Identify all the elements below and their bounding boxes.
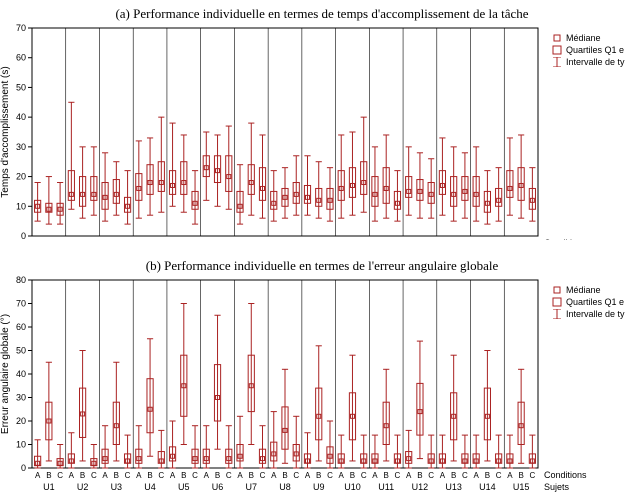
svg-text:A: A	[339, 471, 345, 480]
svg-text:B: B	[114, 471, 119, 480]
svg-text:A: A	[507, 471, 513, 480]
svg-text:B: B	[181, 471, 186, 480]
svg-text:B: B	[282, 471, 287, 480]
svg-text:U3: U3	[111, 482, 123, 492]
svg-text:C: C	[496, 471, 502, 480]
svg-text:80: 80	[16, 275, 26, 285]
svg-text:A: A	[305, 471, 311, 480]
svg-text:A: A	[35, 471, 41, 480]
svg-text:C: C	[395, 471, 401, 480]
svg-text:U8: U8	[279, 482, 291, 492]
svg-text:C: C	[192, 471, 198, 480]
svg-text:A: A	[237, 471, 243, 480]
svg-text:B: B	[485, 471, 490, 480]
svg-text:40: 40	[16, 369, 26, 379]
figure-root: (a) Performance individuelle en termes d…	[0, 0, 644, 504]
svg-text:10: 10	[16, 440, 26, 450]
svg-text:C: C	[125, 471, 131, 480]
svg-text:B: B	[215, 471, 220, 480]
svg-text:C: C	[327, 471, 333, 480]
svg-text:C: C	[57, 471, 63, 480]
svg-text:C: C	[226, 471, 232, 480]
svg-text:U6: U6	[212, 482, 224, 492]
svg-text:50: 50	[16, 346, 26, 356]
svg-text:U2: U2	[77, 482, 89, 492]
svg-text:A: A	[406, 471, 412, 480]
svg-text:U10: U10	[344, 482, 361, 492]
svg-text:B: B	[384, 471, 389, 480]
svg-text:A: A	[204, 471, 210, 480]
svg-text:U13: U13	[445, 482, 462, 492]
svg-text:20: 20	[16, 416, 26, 426]
svg-text:C: C	[462, 471, 468, 480]
svg-text:U1: U1	[43, 482, 55, 492]
svg-text:U7: U7	[246, 482, 258, 492]
svg-text:U11: U11	[378, 482, 394, 492]
svg-text:U15: U15	[513, 482, 530, 492]
svg-text:U9: U9	[313, 482, 325, 492]
svg-text:C: C	[529, 471, 535, 480]
svg-text:U5: U5	[178, 482, 190, 492]
svg-text:C: C	[91, 471, 97, 480]
svg-text:A: A	[170, 471, 176, 480]
svg-text:A: A	[136, 471, 142, 480]
svg-text:A: A	[372, 471, 378, 480]
svg-text:B: B	[316, 471, 321, 480]
svg-text:B: B	[46, 471, 51, 480]
svg-text:U14: U14	[479, 482, 496, 492]
svg-text:C: C	[158, 471, 164, 480]
svg-text:A: A	[271, 471, 277, 480]
svg-text:Erreur angulaire globale (°): Erreur angulaire globale (°)	[0, 314, 11, 434]
panel-b-chart: 0 10 20 30 40 50 60 70 80 Erreur angulaire global…	[0, 0, 644, 504]
svg-text:C: C	[428, 471, 434, 480]
svg-text:60: 60	[16, 322, 26, 332]
svg-text:B: B	[80, 471, 85, 480]
svg-text:B: B	[451, 471, 456, 480]
svg-text:B: B	[417, 471, 422, 480]
svg-text:B: B	[147, 471, 152, 480]
svg-text:0: 0	[21, 463, 26, 473]
svg-text:U12: U12	[412, 482, 429, 492]
svg-text:B: B	[518, 471, 523, 480]
svg-text:U4: U4	[144, 482, 156, 492]
svg-text:B: B	[350, 471, 355, 480]
svg-text:C: C	[260, 471, 266, 480]
svg-text:30: 30	[16, 393, 26, 403]
svg-text:Sujets: Sujets	[544, 482, 570, 492]
svg-text:70: 70	[16, 299, 26, 309]
svg-text:A: A	[473, 471, 479, 480]
svg-text:A: A	[440, 471, 446, 480]
svg-text:A: A	[102, 471, 108, 480]
svg-text:Conditions: Conditions	[544, 470, 587, 480]
svg-text:B: B	[249, 471, 254, 480]
svg-text:C: C	[361, 471, 367, 480]
svg-text:A: A	[69, 471, 75, 480]
svg-text:C: C	[293, 471, 299, 480]
